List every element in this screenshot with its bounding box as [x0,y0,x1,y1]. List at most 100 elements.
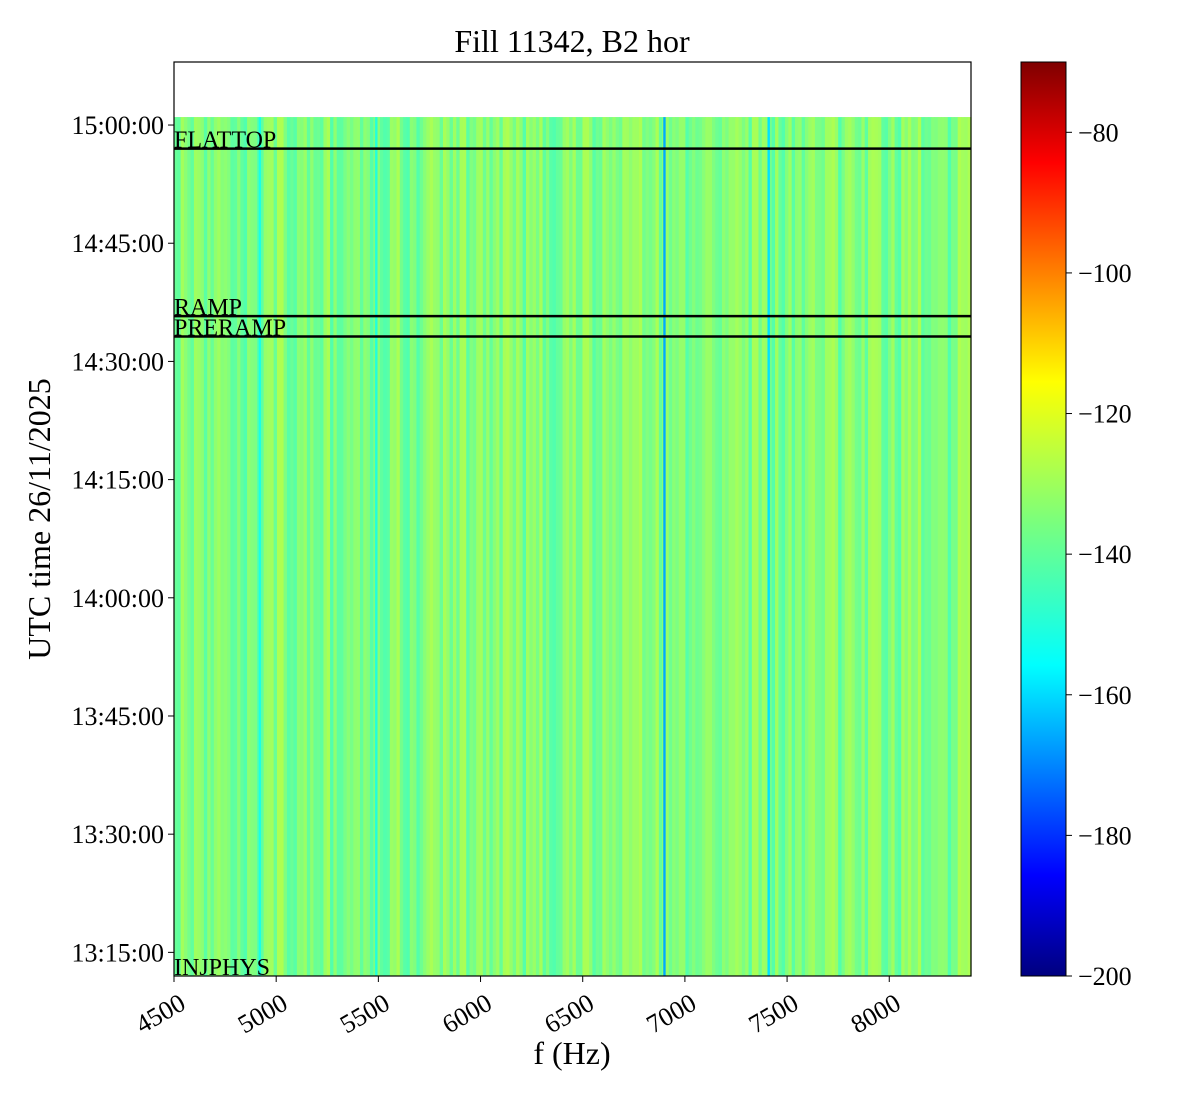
heatmap-column [615,117,620,977]
heatmap-column [446,117,451,977]
heatmap-column [828,117,833,977]
heatmap-column [851,117,856,977]
heatmap-column [174,117,178,977]
y-tick-label: 13:15:00 [72,938,164,967]
heatmap-column [858,117,863,977]
heatmap-column [353,117,358,977]
heatmap-column [785,117,789,977]
colorbar-tick-label: −200 [1078,962,1132,991]
heatmap-column [516,117,520,977]
heatmap-column [678,117,683,977]
heatmap-column [180,117,185,977]
heatmap-column [310,117,315,977]
marker-label: INJPHYS [174,955,270,981]
heatmap-column [632,117,637,977]
heatmap-column [237,117,242,977]
heatmap-column [502,117,507,977]
heatmap-column [409,117,414,977]
marker-label: RAMP [174,295,242,321]
heatmap-column [967,117,972,977]
y-tick-label: 13:45:00 [72,702,164,731]
heatmap-column [529,117,534,977]
marker-label: PRERAMP [174,315,286,341]
heatmap-column [313,117,318,977]
heatmap-column [609,117,613,977]
heatmap-column [705,117,710,977]
heatmap-column [276,117,281,977]
heatmap-column [193,117,198,977]
heatmap-column [386,117,391,977]
heatmap-column [642,117,647,977]
heatmap-column [326,117,331,977]
colorbar-tick-label: −140 [1078,540,1132,569]
heatmap-column [768,117,773,977]
heatmap-column [486,117,491,977]
x-tick-label: 6000 [437,988,497,1039]
heatmap-column [240,117,245,977]
heatmap-column [340,117,344,977]
heatmap-column [247,117,251,977]
spectral-line [258,117,262,977]
heatmap-column [423,117,427,977]
plot-frame [173,61,972,977]
heatmap-column [200,117,205,977]
heatmap-column [788,117,793,977]
heatmap-column [961,117,965,977]
heatmap-column [592,117,597,977]
heatmap-column [266,117,271,977]
heatmap-column [589,117,594,977]
heatmap-column [775,117,779,977]
heatmap-column [957,117,962,977]
spectral-line [375,117,378,977]
heatmap-column [336,117,341,977]
heatmap-column [459,117,464,977]
heatmap-column [964,117,969,977]
heatmap-column [213,117,218,977]
heatmap-column [781,117,786,977]
heatmap-column [406,117,411,977]
heatmap-column [210,117,215,977]
heatmap-column [685,117,690,977]
heatmap-column [227,117,232,977]
heatmap-column [539,117,544,977]
heatmap-column [439,117,444,977]
heatmap-column [748,117,753,977]
heatmap-column [741,117,746,977]
y-tick-label: 14:00:00 [72,584,164,613]
heatmap-column [559,117,564,977]
heatmap-column [482,117,487,977]
colorbar-tick-label: −180 [1078,821,1132,850]
heatmap-column [280,117,285,977]
heatmap-column [907,117,912,977]
heatmap-column [728,117,733,977]
heatmap-column [187,117,192,977]
heatmap-column [599,117,603,977]
heatmap-column [223,117,228,977]
heatmap-column [403,117,408,977]
heatmap-column [798,117,803,977]
heatmap-column [711,117,716,977]
heatmap-column [509,117,514,977]
heatmap-column [887,117,892,977]
colorbar [1020,61,1067,977]
heatmap-column [901,117,906,977]
heatmap-column [771,117,776,977]
heatmap-column [808,117,813,977]
heatmap-column [904,117,909,977]
heatmap-column [595,117,600,977]
heatmap-column [951,117,955,977]
heatmap-column [333,117,338,977]
colorbar-tick-label: −120 [1078,400,1132,429]
heatmap-column [911,117,916,977]
heatmap-column [542,117,547,977]
heatmap-column [379,117,384,977]
heatmap-column [413,117,418,977]
y-tick-label: 14:15:00 [72,466,164,495]
heatmap-column [715,117,720,977]
heatmap-column [675,117,680,977]
x-axis-ticks: 4500 5000 5500 6000 6500 7000 7500 8000 [131,976,905,1039]
heatmap-column [207,117,212,977]
heatmap-column [492,117,497,977]
heatmap-column [296,117,301,977]
